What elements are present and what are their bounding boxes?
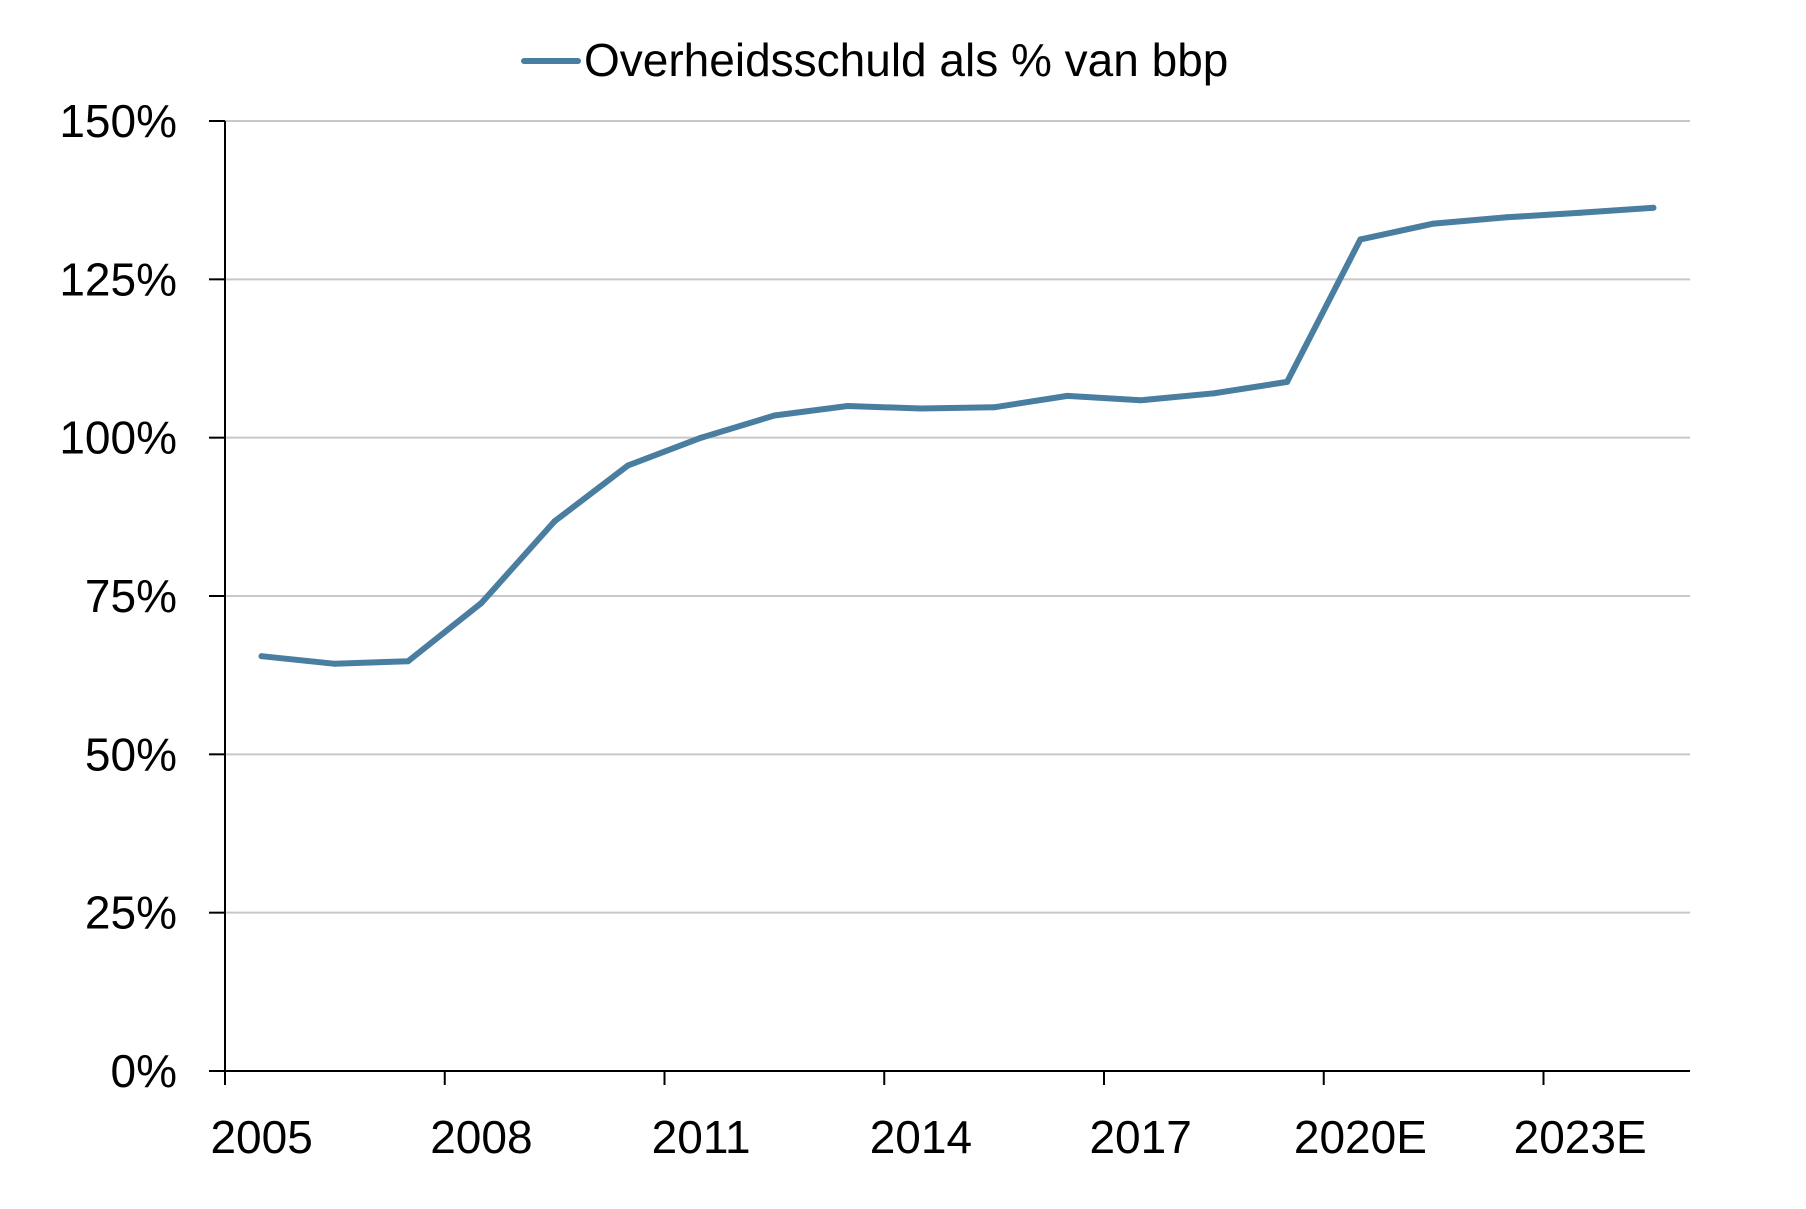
data-point: [551, 518, 558, 525]
y-tick-label: 150%: [59, 95, 177, 147]
y-tick-label: 125%: [59, 253, 177, 305]
data-point: [1503, 214, 1510, 221]
y-tick-label: 50%: [85, 728, 177, 780]
x-tick-label: 2005: [210, 1111, 312, 1163]
data-point: [771, 412, 778, 419]
gridlines: [225, 120, 1690, 914]
x-tick-label: 2017: [1089, 1111, 1191, 1163]
x-tick-label: 2014: [870, 1111, 972, 1163]
data-point: [1210, 390, 1217, 397]
chart-legend: Overheidsschuld als % van bbp: [521, 34, 1228, 86]
data-point: [478, 599, 485, 606]
data-point: [624, 462, 631, 469]
data-point: [1137, 397, 1144, 404]
x-tick-label: 2020E: [1294, 1111, 1427, 1163]
data-point: [844, 403, 851, 409]
y-tick-label: 75%: [85, 570, 177, 622]
x-tick-label: 2011: [652, 1111, 751, 1163]
series-group: [258, 204, 1657, 667]
data-point: [917, 405, 924, 412]
data-point: [1430, 220, 1437, 227]
y-tick-label: 0%: [111, 1045, 177, 1097]
data-point: [258, 653, 265, 660]
x-tick-label: 2023E: [1514, 1111, 1647, 1163]
y-tick-label: 100%: [59, 412, 177, 464]
series-line: [258, 204, 1657, 667]
data-point: [1064, 392, 1071, 399]
data-point: [991, 404, 998, 411]
x-axis-tick-labels: 2005 2008 2011 2014 2017 2020E 2023E: [210, 1111, 1646, 1163]
data-point: [405, 658, 412, 665]
legend-label: Overheidsschuld als % van bbp: [584, 34, 1228, 86]
data-point: [1284, 378, 1291, 385]
data-point: [1650, 204, 1657, 211]
data-point: [698, 434, 705, 441]
data-point: [331, 660, 338, 667]
y-tick-label: 25%: [85, 887, 177, 939]
y-axis-tick-labels: 0% 25% 50% 75% 100% 125% 150%: [59, 95, 177, 1097]
axes: [209, 120, 1690, 1085]
x-tick-label: 2008: [430, 1111, 532, 1163]
data-point: [1577, 209, 1584, 216]
data-point: [1357, 236, 1364, 243]
